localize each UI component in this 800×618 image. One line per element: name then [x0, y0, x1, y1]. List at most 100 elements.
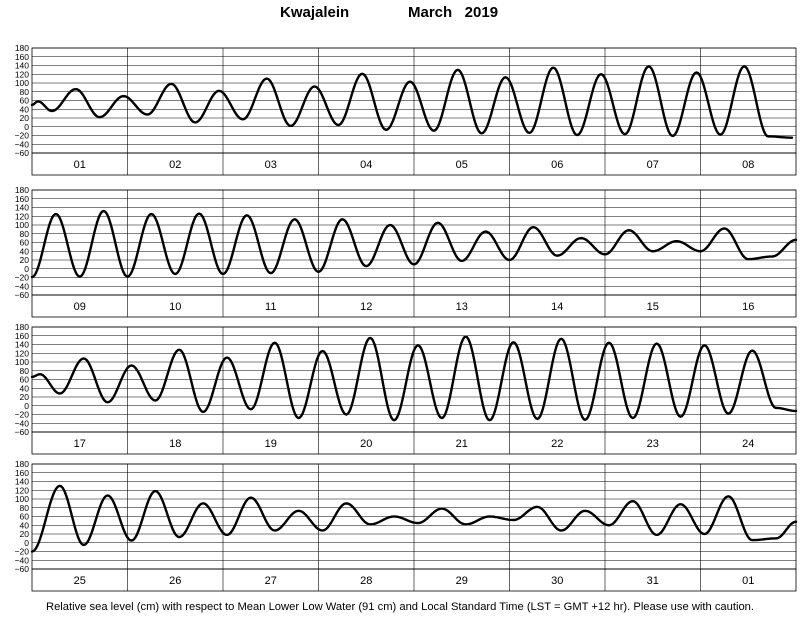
y-tick-label: 20 [20, 392, 30, 402]
y-tick-label: −40 [15, 418, 30, 428]
y-tick-label: 120 [15, 485, 29, 495]
y-tick-label: −60 [15, 290, 30, 300]
day-label: 26 [169, 575, 181, 587]
day-label: 16 [742, 301, 754, 313]
day-label: 25 [74, 575, 86, 587]
day-label: 07 [647, 159, 659, 171]
sea-level-curve [30, 484, 798, 553]
y-tick-label: 0 [24, 122, 29, 132]
day-label: 18 [169, 438, 181, 450]
y-tick-label: 80 [20, 366, 30, 376]
y-tick-label: 60 [20, 512, 30, 522]
y-tick-label: 120 [15, 211, 29, 221]
y-tick-label: 180 [15, 185, 29, 195]
y-tick-label: 140 [15, 61, 29, 71]
plot-frame [31, 47, 797, 154]
y-tick-label: 100 [15, 357, 29, 367]
y-tick-label: 80 [20, 87, 30, 97]
y-tick-label: 160 [15, 331, 29, 341]
y-tick-label: 140 [15, 340, 29, 350]
y-tick-label: 120 [15, 348, 29, 358]
y-tick-label: −60 [15, 427, 30, 437]
y-tick-label: 40 [20, 104, 30, 114]
y-tick-label: 160 [15, 52, 29, 62]
y-tick-label: 60 [20, 238, 30, 248]
day-label: 01 [74, 159, 86, 171]
y-tick-label: −60 [15, 148, 30, 158]
y-tick-label: 180 [15, 322, 29, 332]
y-tick-label: 40 [20, 383, 30, 393]
day-label: 01 [742, 575, 754, 587]
day-label: 03 [265, 159, 277, 171]
day-label: 09 [74, 301, 86, 313]
y-tick-label: 160 [15, 194, 29, 204]
y-tick-label: 140 [15, 477, 29, 487]
day-label: 10 [169, 301, 181, 313]
day-label: 19 [265, 438, 277, 450]
y-tick-label: 180 [15, 43, 29, 53]
month-year: March 2019 [408, 4, 499, 21]
day-label: 06 [551, 159, 563, 171]
day-label: 28 [360, 575, 372, 587]
day-label: 13 [456, 301, 468, 313]
day-label: 22 [551, 438, 563, 450]
day-label: 31 [647, 575, 659, 587]
y-tick-label: −60 [15, 564, 30, 574]
y-tick-label: 140 [15, 203, 29, 213]
day-label: 05 [456, 159, 468, 171]
chart-title: Kwajalein March 2019 [0, 4, 800, 26]
y-tick-label: 100 [15, 494, 29, 504]
y-tick-label: −20 [15, 131, 30, 141]
y-tick-label: 60 [20, 96, 30, 106]
y-tick-label: 20 [20, 529, 30, 539]
y-tick-label: 0 [24, 401, 29, 411]
y-tick-label: 20 [20, 113, 30, 123]
y-tick-label: −20 [15, 273, 30, 283]
day-label: 14 [551, 301, 563, 313]
y-tick-label: 80 [20, 503, 30, 513]
day-label: 17 [74, 438, 86, 450]
footer-note: Relative sea level (cm) with respect to … [45, 601, 755, 613]
sea-level-curve [30, 209, 798, 279]
y-tick-label: 60 [20, 375, 30, 385]
sea-level-curve [30, 335, 798, 422]
y-tick-label: 160 [15, 468, 29, 478]
y-tick-label: 80 [20, 229, 30, 239]
plot-frame [31, 463, 797, 570]
day-label: 15 [647, 301, 659, 313]
plot-frame [31, 326, 797, 433]
y-tick-label: 20 [20, 255, 30, 265]
y-tick-label: 0 [24, 538, 29, 548]
station-name: Kwajalein [280, 4, 350, 21]
y-tick-label: 180 [15, 459, 29, 469]
y-tick-label: 100 [15, 220, 29, 230]
day-label: 04 [360, 159, 372, 171]
y-tick-label: 120 [15, 69, 29, 79]
day-label: 29 [456, 575, 468, 587]
plot-frame [31, 189, 797, 296]
day-label: 27 [265, 575, 277, 587]
y-tick-label: −40 [15, 555, 30, 565]
y-tick-label: 40 [20, 246, 30, 256]
y-tick-label: −20 [15, 410, 30, 420]
y-tick-label: −40 [15, 139, 30, 149]
y-tick-label: 0 [24, 264, 29, 274]
day-label: 11 [265, 301, 276, 313]
sea-level-curve [30, 65, 794, 139]
day-label: 23 [647, 438, 659, 450]
day-label: 12 [360, 301, 372, 313]
y-tick-label: −20 [15, 547, 30, 557]
day-label: 21 [456, 438, 468, 450]
y-tick-label: 40 [20, 520, 30, 530]
day-label: 30 [551, 575, 563, 587]
day-label: 02 [169, 159, 181, 171]
day-label: 24 [742, 438, 754, 450]
y-tick-label: 100 [15, 78, 29, 88]
day-label: 08 [742, 159, 754, 171]
day-label: 20 [360, 438, 372, 450]
